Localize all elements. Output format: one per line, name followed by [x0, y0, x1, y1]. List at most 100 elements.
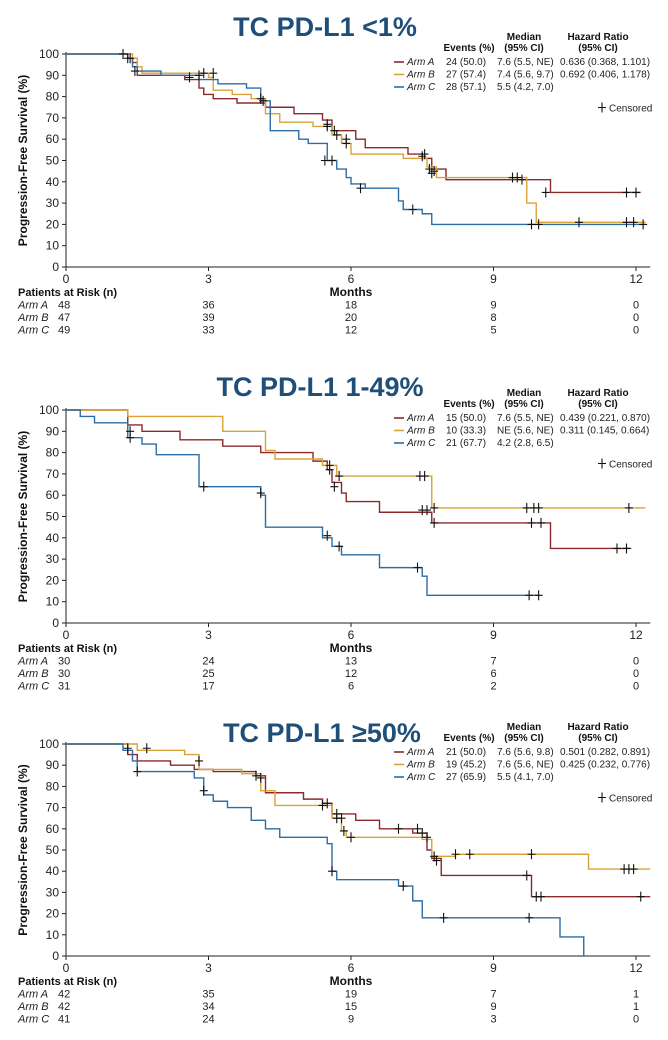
at-risk-count: 0 — [633, 1014, 639, 1026]
censor-mark — [418, 828, 427, 839]
legend-hazard-ratio: 0.311 (0.145, 0.664) — [560, 426, 649, 437]
at-risk-count: 0 — [633, 312, 639, 324]
y-tick-label: 30 — [46, 552, 60, 566]
at-risk-count: 18 — [345, 300, 357, 312]
legend-events: 10 (33.3) — [446, 426, 486, 437]
legend-median: 7.6 (5.5, NE) — [497, 57, 554, 68]
censor-mark — [632, 187, 640, 198]
chart-title: TC PD-L1 ≥50% — [223, 718, 421, 748]
censor-mark — [323, 798, 332, 809]
censor-mark — [527, 517, 536, 528]
legend-arm-name: Arm C — [406, 82, 436, 93]
x-tick-label: 3 — [205, 628, 212, 642]
at-risk-count: 0 — [633, 681, 639, 693]
at-risk-arm-label: Arm A — [17, 656, 48, 668]
censor-mark — [439, 912, 448, 923]
at-risk-arm-label: Arm C — [17, 681, 49, 693]
legend-events-header: Events (%) — [443, 43, 494, 54]
legend-hr-header: Hazard Ratio — [567, 32, 628, 43]
at-risk-count: 48 — [58, 300, 70, 312]
legend-events: 27 (57.4) — [446, 70, 486, 81]
x-tick-label: 0 — [63, 628, 70, 642]
y-tick-label: 100 — [39, 737, 59, 751]
x-axis-label: Months — [330, 285, 373, 299]
legend-median: 7.6 (5.5, NE) — [497, 413, 554, 424]
at-risk-count: 19 — [345, 989, 357, 1001]
at-risk-count: 36 — [202, 300, 214, 312]
censor-mark — [339, 825, 348, 836]
legend-median: 5.5 (4.1, 7.0) — [497, 772, 554, 783]
censor-mark — [142, 743, 151, 754]
censor-mark — [430, 851, 439, 862]
censor-mark — [332, 813, 341, 824]
at-risk-count: 34 — [202, 1001, 214, 1013]
censor-mark — [629, 864, 638, 875]
censor-mark — [256, 488, 265, 499]
legend-hr-ci-header: (95% CI) — [578, 399, 617, 410]
at-risk-count: 24 — [202, 1014, 214, 1026]
legend-events: 24 (50.0) — [446, 57, 486, 68]
at-risk-count: 12 — [345, 668, 357, 680]
legend-arm-name: Arm B — [406, 426, 435, 437]
legend-events: 15 (50.0) — [446, 413, 486, 424]
censor-mark — [195, 755, 203, 766]
censor-mark — [613, 543, 621, 554]
censor-mark — [622, 543, 631, 554]
y-tick-label: 90 — [46, 68, 60, 82]
censor-mark — [541, 187, 550, 198]
y-tick-label: 0 — [52, 260, 59, 274]
legend-arm-name: Arm B — [406, 70, 435, 81]
legend-hazard-ratio: 0.439 (0.221, 0.870) — [560, 413, 650, 424]
y-axis-label: Progression-Free Survival (%) — [16, 764, 30, 935]
at-risk-count: 42 — [58, 989, 70, 1001]
x-tick-label: 0 — [63, 961, 70, 975]
legend-censored-label: Censored — [609, 794, 652, 805]
at-risk-count: 49 — [58, 325, 70, 337]
at-risk-count: 33 — [202, 325, 214, 337]
at-risk-arm-label: Arm A — [17, 989, 48, 1001]
censor-mark — [413, 823, 422, 834]
legend-median-header: Median — [507, 722, 541, 733]
x-tick-label: 6 — [348, 628, 355, 642]
censor-mark — [332, 129, 341, 140]
censor-mark — [451, 849, 460, 860]
y-tick-label: 0 — [52, 949, 59, 963]
at-risk-count: 7 — [490, 989, 496, 1001]
censor-mark — [320, 155, 329, 166]
y-tick-label: 50 — [46, 510, 60, 524]
censor-mark — [629, 217, 638, 228]
at-risk-count: 20 — [345, 312, 357, 324]
censor-mark — [413, 562, 422, 573]
y-axis-label: Progression-Free Survival (%) — [16, 431, 30, 602]
at-risk-count: 8 — [490, 312, 496, 324]
km-curve-arm-b — [66, 409, 646, 509]
km-panel-tc-lt1: TC PD-L1 <1% 0 10 20 30 40 50 60 70 80 90 100 0 3 6 9 1… — [0, 0, 668, 340]
legend-hr-header: Hazard Ratio — [567, 388, 628, 399]
censor-mark — [423, 832, 431, 843]
censor-mark — [335, 471, 344, 482]
censor-mark — [126, 432, 135, 443]
censor-mark — [323, 530, 332, 541]
y-tick-label: 10 — [46, 928, 60, 942]
censor-mark — [418, 151, 427, 162]
censor-mark — [525, 912, 534, 923]
censor-mark — [199, 68, 208, 79]
x-tick-label: 9 — [490, 628, 497, 642]
at-risk-count: 0 — [633, 300, 639, 312]
at-risk-count: 47 — [58, 312, 70, 324]
y-tick-label: 50 — [46, 843, 60, 857]
km-curve-arm-c — [66, 409, 539, 597]
censor-mark — [527, 219, 536, 230]
legend-events-header: Events (%) — [443, 399, 494, 410]
at-risk-count: 31 — [58, 681, 70, 693]
y-tick-label: 40 — [46, 864, 60, 878]
censor-mark — [209, 68, 218, 79]
censor-mark — [522, 502, 531, 513]
censor-mark — [430, 166, 439, 177]
km-curve-arm-c — [66, 53, 646, 226]
censor-mark — [342, 138, 351, 149]
censor-mark — [330, 481, 339, 492]
censor-mark — [399, 881, 408, 892]
legend-arm-name: Arm A — [406, 57, 435, 68]
